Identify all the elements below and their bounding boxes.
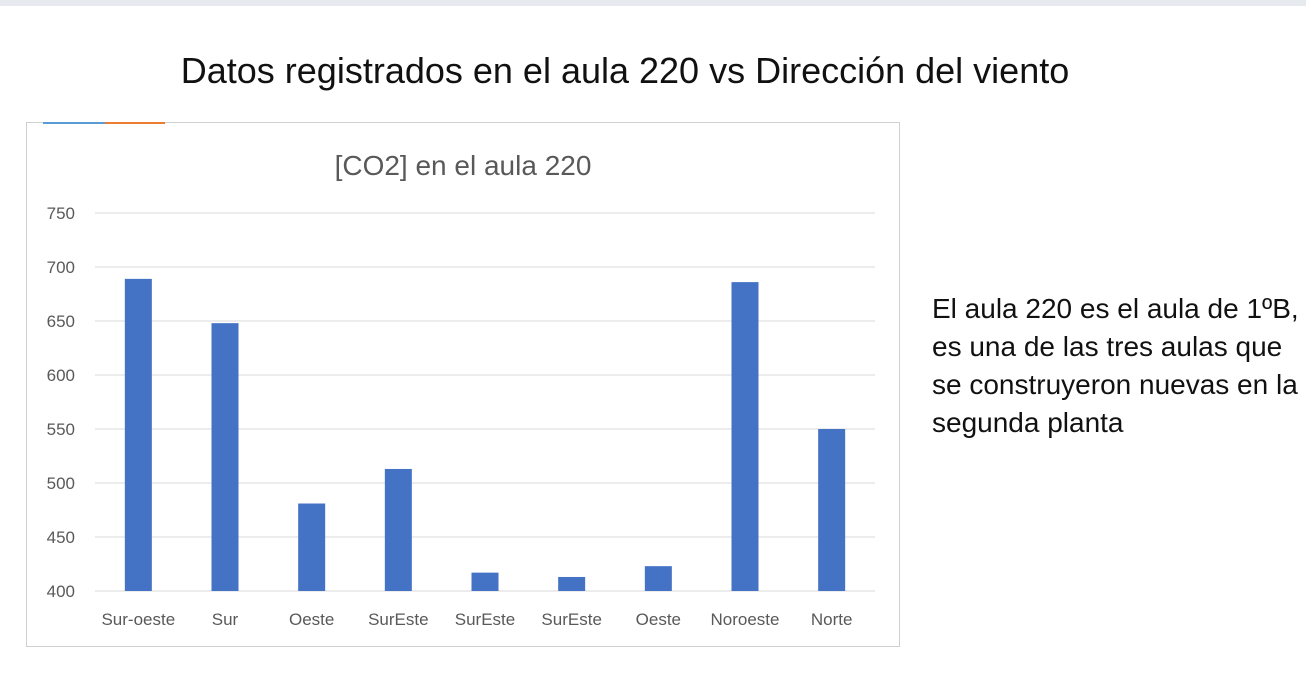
bar bbox=[644, 566, 672, 591]
bars bbox=[124, 278, 846, 591]
chart-title: [CO2] en el aula 220 bbox=[335, 150, 592, 181]
y-tick-label: 750 bbox=[47, 204, 75, 223]
y-axis-tick-labels: 400 450 500 550 600 650 700 750 bbox=[47, 204, 75, 601]
x-tick-label: Noroeste bbox=[711, 610, 780, 629]
bar bbox=[211, 323, 239, 591]
y-tick-label: 650 bbox=[47, 312, 75, 331]
chart-accent-line-blue bbox=[43, 122, 105, 124]
y-tick-label: 500 bbox=[47, 474, 75, 493]
chart-accent-line-orange bbox=[105, 122, 165, 124]
x-tick-label: Oeste bbox=[636, 610, 681, 629]
x-axis-tick-labels: Sur-oeste Sur Oeste SurEste SurEste SurEste Oe… bbox=[101, 610, 852, 629]
x-tick-label: Norte bbox=[811, 610, 853, 629]
description-text: El aula 220 es el aula de 1ºB, es una de… bbox=[932, 293, 1299, 438]
bar bbox=[298, 503, 326, 591]
top-bar bbox=[0, 0, 1306, 6]
y-tick-label: 700 bbox=[47, 258, 75, 277]
bar bbox=[731, 282, 759, 591]
x-tick-label: SurEste bbox=[455, 610, 515, 629]
chart-frame: [CO2] en el aula 220 400 450 500 550 600 650 7… bbox=[26, 122, 900, 647]
bar bbox=[384, 468, 412, 591]
x-tick-label: SurEste bbox=[368, 610, 428, 629]
x-tick-label: SurEste bbox=[541, 610, 601, 629]
x-tick-label: Oeste bbox=[289, 610, 334, 629]
y-tick-label: 550 bbox=[47, 420, 75, 439]
y-tick-label: 450 bbox=[47, 528, 75, 547]
x-tick-label: Sur bbox=[212, 610, 239, 629]
bar bbox=[818, 429, 846, 591]
bar bbox=[471, 572, 499, 591]
x-tick-label: Sur-oeste bbox=[101, 610, 175, 629]
y-tick-label: 400 bbox=[47, 582, 75, 601]
bar bbox=[558, 576, 586, 591]
bar bbox=[124, 278, 152, 591]
bar-chart: [CO2] en el aula 220 400 450 500 550 600 650 7… bbox=[47, 150, 875, 629]
slide-title: Datos registrados en el aula 220 vs Dire… bbox=[180, 50, 1070, 91]
y-tick-label: 600 bbox=[47, 366, 75, 385]
